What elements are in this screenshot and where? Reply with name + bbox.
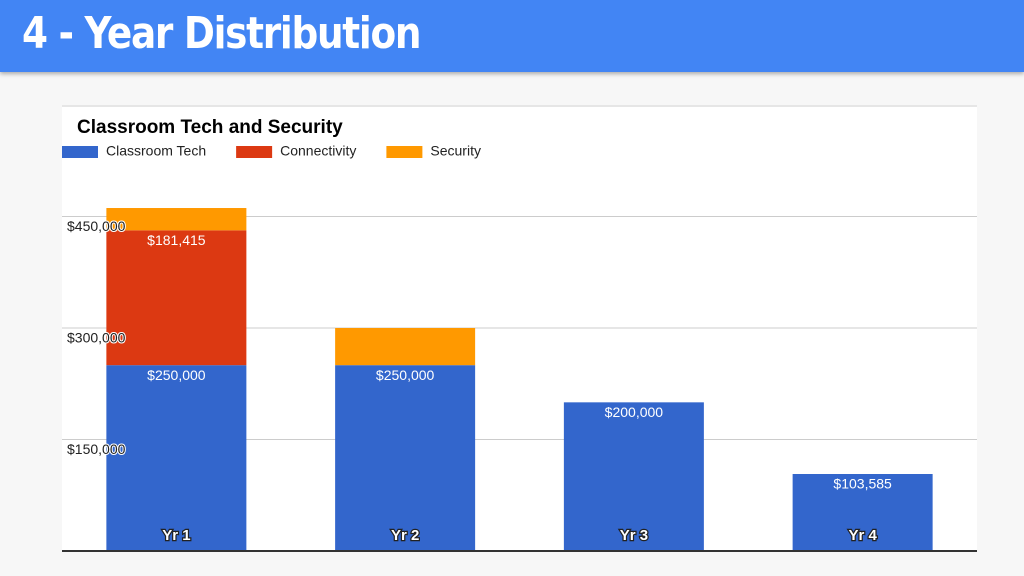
y-tick-label: $300,000	[67, 330, 126, 346]
chart-title: Classroom Tech and Security	[77, 117, 343, 138]
bar-segment	[792, 474, 933, 551]
x-tick-label: Yr 4	[848, 527, 877, 544]
bar-segment	[563, 402, 704, 551]
header: 4 - Year Distribution	[0, 0, 1024, 72]
legend-swatch	[386, 146, 423, 158]
y-tick-label: $450,000	[67, 218, 126, 234]
legend-label: Connectivity	[280, 143, 356, 159]
y-tick-label: $150,000	[67, 441, 126, 457]
bar-segment	[335, 365, 476, 551]
x-tick-label: Yr 1	[162, 527, 190, 544]
legend-label: Classroom Tech	[106, 143, 206, 159]
data-label: $103,585	[833, 476, 892, 492]
legend-label: Security	[430, 143, 481, 159]
bar-segment	[106, 365, 247, 551]
data-label: $250,000	[147, 367, 206, 383]
bar-segment	[106, 230, 247, 366]
data-label: $250,000	[376, 367, 435, 383]
x-tick-label: Yr 3	[620, 527, 648, 544]
data-label: $200,000	[605, 404, 664, 420]
bar-segment	[335, 328, 476, 366]
data-label: $181,415	[147, 232, 206, 248]
legend-swatch	[236, 146, 273, 158]
x-tick-label: Yr 2	[391, 527, 419, 544]
legend-swatch	[62, 146, 98, 158]
bar-segment	[106, 208, 247, 231]
slide-title: 4 - Year Distribution	[22, 8, 421, 59]
